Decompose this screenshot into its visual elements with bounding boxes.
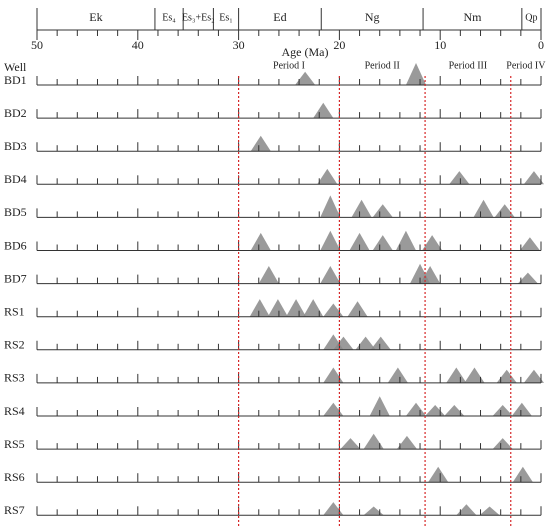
unit-label: Es₃+Es₂ [182, 12, 215, 23]
peak [295, 71, 316, 85]
peak [258, 266, 279, 284]
peak [317, 168, 338, 185]
x-tick-label: 0 [538, 38, 544, 52]
x-tick-label: 50 [31, 38, 43, 52]
well-label: RS3 [4, 371, 25, 385]
peak [492, 438, 513, 450]
peak [250, 135, 271, 152]
peak [363, 506, 384, 516]
peak [267, 299, 288, 317]
peak [370, 336, 391, 350]
x-axis-label: Age (Ma) [282, 45, 329, 59]
peak [492, 405, 513, 416]
peak [250, 232, 271, 251]
x-tick-label: 30 [233, 38, 245, 52]
well-label: RS1 [4, 304, 25, 318]
peak [347, 301, 368, 317]
peak [369, 396, 390, 416]
peak [420, 266, 441, 284]
well-label: BD4 [4, 172, 27, 186]
well-label: BD1 [4, 73, 27, 87]
well-label: BD3 [4, 139, 27, 153]
peak [320, 195, 341, 218]
peak [523, 171, 545, 185]
peak [333, 336, 354, 350]
period-label: Period IV [506, 60, 546, 71]
peak [323, 402, 344, 416]
peak [512, 466, 533, 483]
period-label: Period I [273, 60, 305, 71]
peak [363, 433, 384, 450]
row-axis-label: Well [4, 60, 27, 74]
unit-label: Es₄ [162, 12, 176, 23]
well-label: BD6 [4, 238, 27, 252]
peak [351, 199, 372, 218]
well-label: BD5 [4, 205, 27, 219]
peak [428, 466, 449, 483]
well-label: RS4 [4, 404, 25, 418]
peak [446, 367, 467, 383]
peak [494, 204, 515, 218]
period-label: Period II [365, 60, 400, 71]
peak [523, 369, 545, 383]
peak [444, 405, 465, 416]
unit-label: Ng [365, 10, 380, 24]
unit-label: Ed [273, 10, 286, 24]
peak [422, 235, 443, 251]
peak [395, 230, 417, 251]
peak [349, 232, 370, 251]
peak [496, 369, 517, 383]
x-tick-label: 20 [333, 38, 345, 52]
unit-label: Es₁ [219, 12, 233, 23]
x-tick-label: 40 [132, 38, 144, 52]
peak [320, 266, 341, 284]
well-label: BD7 [4, 271, 27, 285]
peak [517, 272, 538, 284]
peak [323, 502, 344, 516]
peak [456, 504, 477, 516]
well-label: RS7 [4, 503, 25, 517]
x-tick-label: 10 [434, 38, 446, 52]
peak [303, 299, 324, 317]
peak [285, 299, 307, 317]
unit-label: Ek [89, 10, 102, 24]
peak [249, 299, 270, 317]
peak [425, 405, 446, 416]
period-label: Period III [449, 60, 488, 71]
peak [396, 435, 418, 450]
peak [340, 438, 361, 450]
peak [372, 204, 393, 218]
peak [473, 199, 494, 218]
peak [479, 506, 500, 516]
unit-label: Qp [525, 12, 537, 23]
peak [387, 367, 408, 383]
peak [464, 367, 485, 383]
peak [405, 63, 427, 85]
peak [405, 402, 427, 416]
peak [372, 235, 393, 251]
peak [511, 402, 532, 416]
peak [519, 237, 540, 251]
well-label: RS5 [4, 437, 25, 451]
well-label: RS2 [4, 338, 25, 352]
peak [323, 303, 344, 317]
peak [323, 367, 344, 383]
well-label: BD2 [4, 106, 27, 120]
peak [320, 230, 341, 251]
unit-label: Nm [463, 10, 482, 24]
peak [449, 171, 470, 185]
well-label: RS6 [4, 470, 25, 484]
peak [313, 102, 334, 119]
peak [355, 336, 376, 350]
